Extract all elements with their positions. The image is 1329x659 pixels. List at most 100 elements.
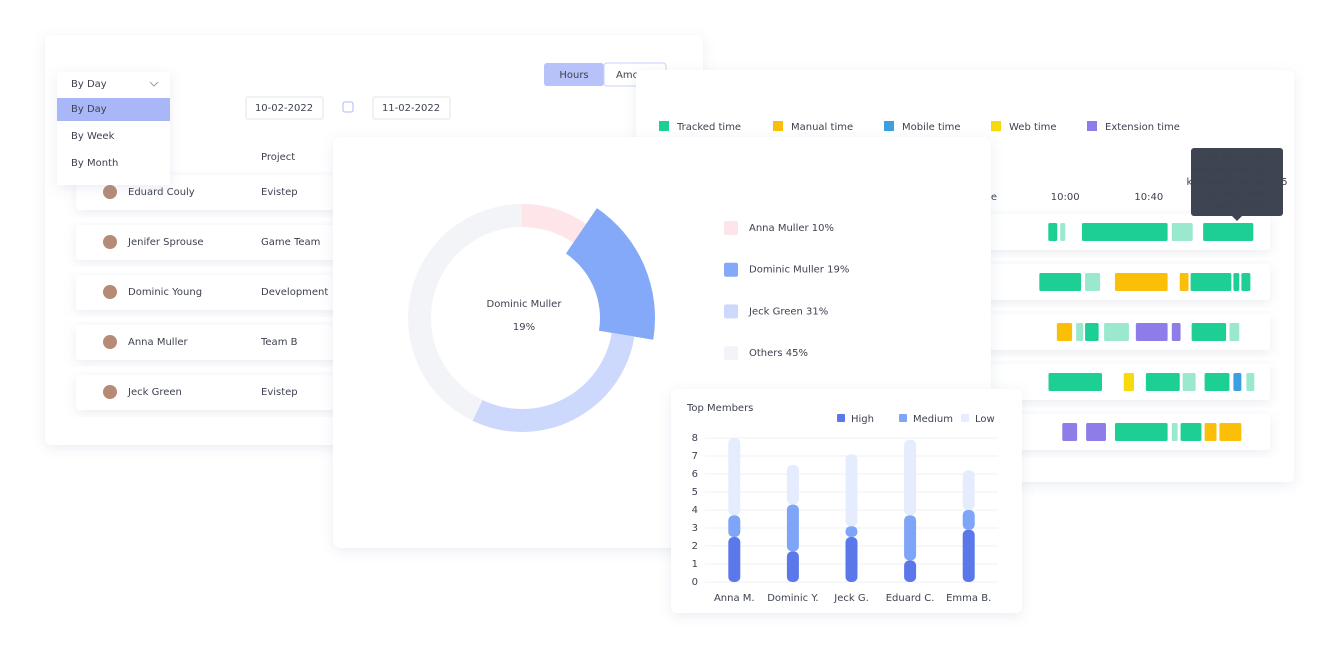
bar-segment (845, 537, 858, 582)
legend-label: Manual time (791, 122, 853, 133)
legend-swatch (961, 414, 969, 422)
legend-label: High (851, 414, 874, 425)
bar-segment (786, 465, 799, 505)
time-segment (1241, 273, 1251, 291)
avatar (103, 335, 117, 349)
time-segment (1180, 423, 1202, 441)
dropdown[interactable] (57, 72, 170, 185)
bar-segment (962, 510, 975, 530)
legend-label: Web time (1009, 122, 1057, 133)
date-input[interactable] (245, 96, 324, 120)
unit-toggle-hours[interactable] (544, 63, 604, 86)
time-segment (1056, 323, 1073, 341)
y-tick-label: 1 (692, 559, 698, 570)
legend-entry: Others 45% (749, 348, 808, 359)
time-segment (1062, 423, 1078, 441)
time-segment (1171, 323, 1181, 341)
legend-swatch (773, 121, 783, 131)
bar-segment (904, 515, 917, 561)
x-tick-label: Emma B. (946, 593, 991, 604)
y-tick-label: 2 (692, 541, 698, 552)
legend-swatch (724, 304, 738, 319)
dropdown-option[interactable]: By Day (71, 104, 107, 115)
x-tick-label: 10:40 (1134, 192, 1163, 203)
bar-segment (904, 560, 917, 582)
bar-card: Top Members 0 1 2 3 4 5 6 7 8 High Medium Low Anna M.… (671, 389, 1022, 613)
time-segment (1171, 423, 1178, 441)
donut-slice (408, 204, 522, 421)
time-segment (1060, 223, 1066, 241)
dropdown-value: By Day (71, 79, 107, 90)
legend-swatch (837, 414, 845, 422)
bar-segment (904, 439, 917, 516)
x-tick-label: Eduard C. (886, 593, 935, 604)
date-input[interactable] (372, 96, 451, 120)
member-project: Evistep (261, 387, 298, 398)
time-segment (1191, 323, 1227, 341)
time-segment (1204, 373, 1230, 391)
time-segment (1233, 273, 1240, 291)
legend-swatch (724, 346, 738, 361)
legend-label: Mobile time (902, 122, 961, 133)
y-tick-label: 6 (692, 469, 698, 480)
x-tick-label: Jeck G. (833, 593, 869, 604)
tooltip-arrow (1232, 216, 1242, 221)
member-name: Anna Muller (128, 337, 188, 348)
y-tick-label: 7 (692, 451, 698, 462)
legend-name: Others (749, 348, 783, 359)
time-segment (1233, 373, 1242, 391)
legend-swatch (884, 121, 894, 131)
legend-value: 31% (806, 306, 828, 317)
time-segment (1114, 423, 1168, 441)
donut-slice (522, 204, 587, 243)
legend-swatch (724, 221, 738, 235)
legend-swatch (659, 121, 669, 131)
table-row (76, 375, 376, 410)
date-text: 10-02-2022 (255, 103, 313, 114)
bar-segment (728, 515, 741, 537)
donut-slice (472, 332, 635, 432)
time-segment (1039, 273, 1082, 291)
bar-segment (786, 504, 799, 552)
avatar (103, 235, 117, 249)
legend-value: 19% (827, 265, 849, 276)
y-tick-label: 0 (692, 577, 698, 588)
member-name: Eduard Couly (128, 187, 195, 198)
legend-swatch (991, 121, 1001, 131)
time-segment (1076, 323, 1084, 341)
bar-segment (845, 454, 858, 527)
legend-name: Anna Muller (749, 223, 809, 234)
time-segment (1246, 373, 1255, 391)
bar-segment (962, 529, 975, 582)
time-segment (1104, 323, 1129, 341)
legend-swatch (724, 262, 738, 277)
unit-label: Hours (559, 70, 588, 81)
chart-title: Top Members (686, 403, 753, 414)
table-row (76, 325, 376, 360)
time-segment (1085, 323, 1099, 341)
legend-label: Low (975, 414, 995, 425)
time-segment (1081, 223, 1168, 241)
date-text: 11-02-2022 (382, 103, 440, 114)
time-segment (1229, 323, 1240, 341)
bar-segment (728, 438, 741, 516)
time-segment (1145, 373, 1180, 391)
x-tick-label: Dominic Y. (767, 593, 818, 604)
member-name: Jeck Green (127, 387, 182, 398)
time-segment (1135, 323, 1168, 341)
member-project: Development (261, 287, 328, 298)
bar-segment (845, 526, 858, 537)
legend-entry: Jeck Green 31% (748, 306, 828, 317)
dropdown-option[interactable]: By Week (71, 131, 115, 142)
time-segment (1123, 373, 1134, 391)
legend-swatch (1087, 121, 1097, 131)
chevron (149, 81, 159, 87)
dropdown-option[interactable]: By Month (71, 158, 118, 169)
time-segment (1085, 273, 1101, 291)
tooltip-line: keyboard/minute:25 (1186, 177, 1287, 188)
y-tick-label: 3 (692, 523, 698, 534)
tooltip-line: task: UI/UX (1209, 201, 1265, 212)
time-segment (1182, 373, 1196, 391)
time-segment (1086, 423, 1106, 441)
